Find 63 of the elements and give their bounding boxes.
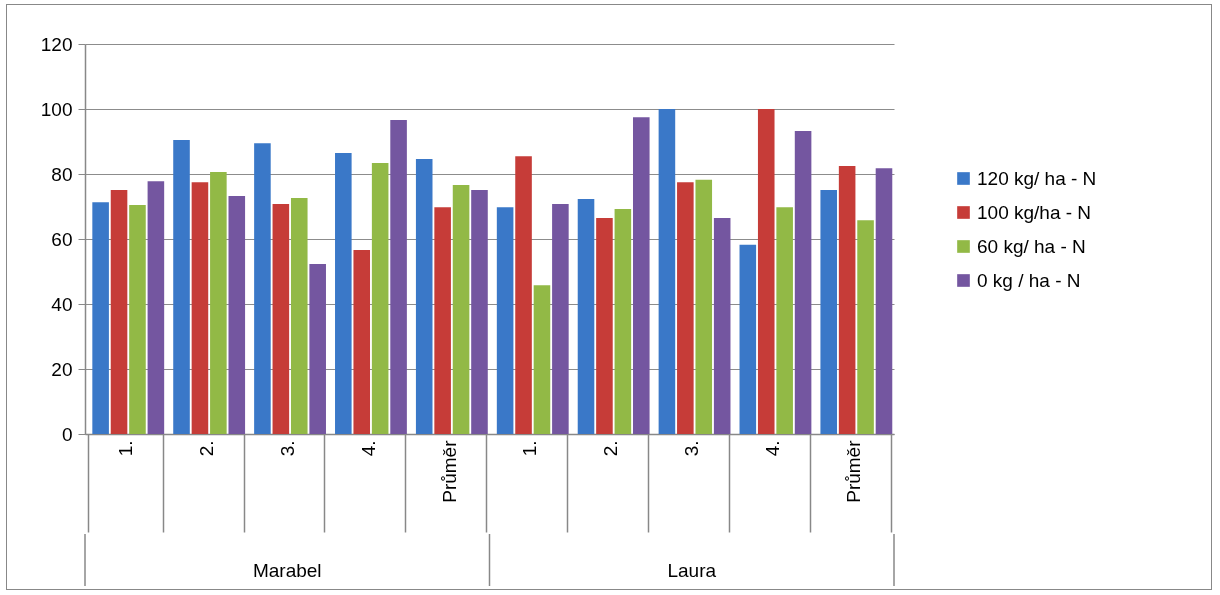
x-tick-label: 3.: [681, 440, 703, 457]
bar: [658, 109, 676, 434]
bar: [353, 250, 371, 434]
bar: [739, 244, 757, 434]
bar: [335, 152, 352, 434]
x-tick-label: 4.: [357, 440, 379, 457]
text: Laura: [667, 560, 717, 581]
x-tick-label: 1.: [114, 440, 136, 457]
bar: [614, 209, 632, 434]
bar: [496, 207, 514, 434]
bar: [577, 199, 595, 434]
bar: [515, 156, 532, 434]
bar: [695, 179, 713, 434]
bar: [272, 203, 290, 434]
x-tick-label: 2.: [195, 440, 217, 457]
bar: [434, 207, 451, 434]
bar: [776, 207, 793, 434]
x-tick-label: 3.: [276, 440, 298, 457]
bar: [820, 189, 838, 434]
bar: [552, 203, 569, 434]
bar: [210, 172, 227, 434]
legend-label: 120 kg/ ha - N: [977, 167, 1097, 189]
bar: [533, 285, 551, 434]
bar: [875, 168, 893, 434]
legend-label: 60 kg/ ha - N: [977, 235, 1086, 257]
x-tick-label: 2.: [600, 440, 622, 457]
bar: [838, 165, 856, 434]
bar: [191, 182, 209, 434]
bar: [471, 189, 488, 434]
legend-label: 100 kg/ha - N: [977, 201, 1092, 223]
bar: [309, 264, 326, 434]
x-tick-label: Průměr: [843, 439, 865, 503]
bar: [290, 198, 308, 434]
y-tick-label: 0: [61, 423, 73, 445]
y-tick-label: 120: [40, 33, 73, 55]
y-tick-label: 20: [51, 358, 73, 380]
y-tick-label: 60: [51, 228, 73, 250]
legend-label: 0 kg / ha - N: [977, 269, 1081, 291]
bar: [857, 220, 874, 434]
bar: [110, 189, 128, 434]
x-tick-label: Průměr: [438, 439, 460, 503]
bar: [596, 217, 613, 434]
x-tick-label: 4.: [762, 440, 784, 457]
bar: [147, 181, 165, 434]
bar: [794, 131, 812, 434]
bar: [228, 196, 246, 434]
bar: [677, 182, 694, 434]
x-tick-label: 1.: [519, 440, 541, 457]
bar: [713, 217, 731, 434]
bar: [173, 139, 190, 434]
y-tick-label: 100: [40, 98, 73, 120]
bar: [92, 202, 109, 434]
y-tick-label: 40: [51, 293, 73, 315]
bar: [415, 159, 433, 434]
text: Marabel: [252, 560, 322, 581]
bar: [129, 204, 146, 434]
y-tick-label: 80: [51, 163, 73, 185]
bar: [371, 162, 389, 434]
bar: [452, 185, 470, 434]
bar: [390, 120, 407, 434]
bar: [254, 143, 271, 434]
bar: [632, 117, 650, 434]
bar: [757, 109, 775, 434]
